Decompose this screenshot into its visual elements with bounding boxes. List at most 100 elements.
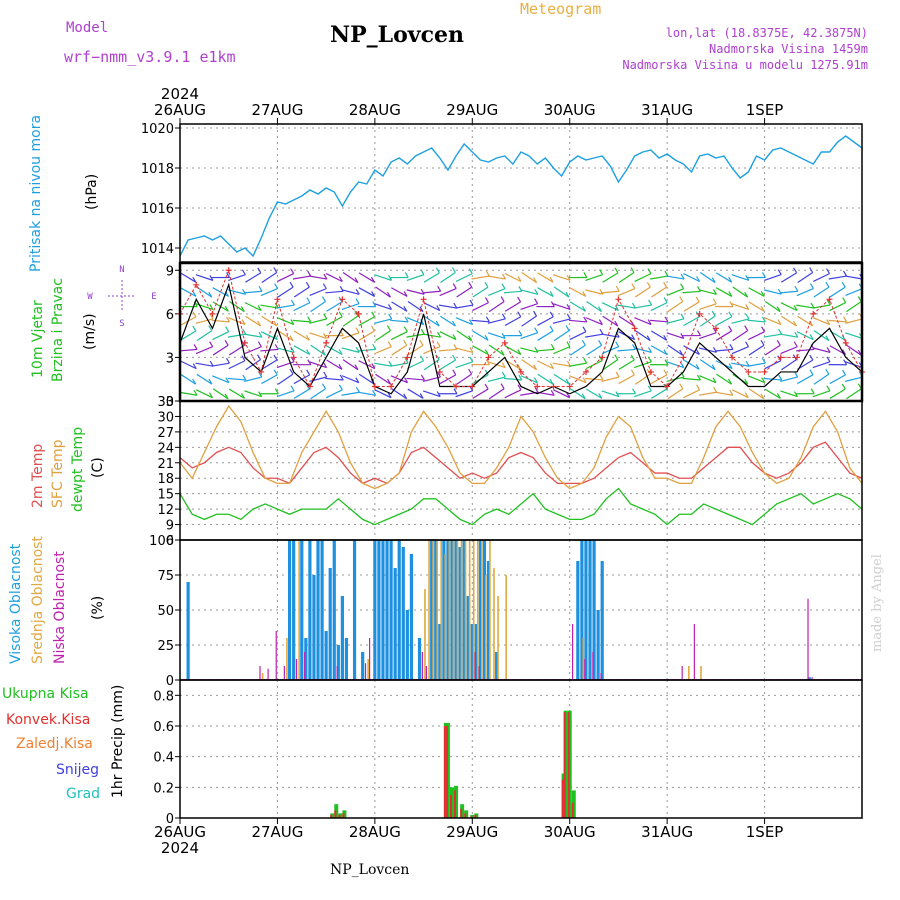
wind-barb-tick (403, 393, 408, 400)
wind-barb-tick (711, 277, 716, 283)
wind-barb (455, 317, 473, 326)
wind-barb (796, 288, 814, 297)
wind-barb (440, 271, 456, 284)
wind-barb-tick (193, 389, 198, 396)
compass-north: N (119, 265, 124, 275)
wind-barb-tick (745, 275, 750, 281)
wind-barb-tick (793, 341, 798, 348)
wind-barb-tick (598, 306, 603, 312)
wind-barb (261, 315, 278, 327)
wind-barb (471, 275, 490, 280)
wind-barb (780, 272, 797, 283)
wind-barb-tick (436, 305, 441, 311)
mid-cloud-bar (485, 575, 487, 680)
wind-barb-tick (517, 276, 522, 282)
wind-barb (471, 319, 490, 323)
wind-barb (293, 330, 310, 341)
wind-barb-tick (760, 291, 765, 297)
wind-barb-tick (485, 316, 490, 323)
wind-barb (764, 388, 781, 399)
wind-barb-tick (468, 335, 473, 341)
high-cloud-bar (344, 638, 349, 680)
wind-barb (472, 302, 489, 312)
wind-barb (601, 376, 620, 383)
wind-barb (180, 272, 197, 283)
wind-barb-tick (598, 339, 603, 346)
wind-barb (375, 373, 391, 385)
wind-barb (244, 302, 262, 312)
low-cloud-bar (267, 668, 269, 680)
wind-barb-tick (825, 368, 830, 375)
y-tick-label: 25 (157, 639, 174, 654)
wind-barb-tick (290, 347, 295, 353)
wind-barb-tick (549, 325, 554, 332)
wind-barb-tick (436, 341, 441, 348)
wind-barb (569, 331, 587, 341)
wind-barb-tick (533, 310, 538, 317)
wind-gust-point (485, 354, 492, 361)
high-cloud-bar (340, 596, 344, 680)
y-tick-label: 0.8 (153, 689, 174, 704)
wind-barb-tick (826, 347, 831, 353)
wind-barb (212, 388, 229, 400)
high-cloud-bar (434, 540, 438, 680)
wind-barb (781, 315, 797, 327)
wind-barb (586, 388, 603, 399)
wind-barb (472, 330, 489, 341)
wind-barb-tick (809, 334, 814, 340)
wind-barb-tick (809, 354, 814, 361)
wind-gust-point (534, 383, 541, 390)
wind-barb-tick (647, 347, 653, 353)
wind-barb (618, 374, 635, 385)
wind-barb-tick (566, 313, 571, 320)
wind-barb-tick (192, 363, 197, 369)
x-tick-label-top: 1SEP (746, 101, 784, 119)
high-cloud-bar (466, 596, 470, 680)
temp2m-label: 2m Temp (30, 443, 46, 508)
wind-barb (375, 330, 391, 342)
x-tick-label-bottom: 28AUG (349, 823, 401, 841)
wind-barb-tick (518, 330, 523, 336)
wind-barb-tick (323, 362, 328, 368)
wind-barb-tick (566, 275, 571, 281)
mid-cloud-bar (700, 666, 702, 680)
wind-barb (244, 390, 262, 398)
wind-barb-tick (208, 392, 213, 398)
wind-barb-tick (615, 391, 620, 397)
high-cloud-bar (288, 540, 292, 680)
wind-barb (553, 286, 570, 298)
wind-barb (309, 376, 327, 383)
mid-cloud-bar (468, 540, 471, 680)
wind-barb-tick (306, 369, 311, 376)
wind-barb (780, 302, 798, 312)
wind-barb (683, 301, 700, 312)
wind-barb (341, 289, 360, 295)
wind-barb-tick (680, 362, 685, 368)
wind-barb (779, 290, 798, 294)
y-tick-label: 24 (157, 441, 174, 456)
wind-barb (341, 391, 360, 396)
wind-barb (309, 318, 327, 324)
wind-barb (422, 290, 441, 294)
y-tick-label: 12 (157, 503, 174, 518)
wind-barb (390, 362, 409, 367)
wind-barb (179, 287, 197, 297)
wind-barb (277, 286, 294, 298)
wind-barb-tick (842, 297, 847, 303)
wind-barb-tick (386, 291, 391, 298)
wind-barb-tick (598, 393, 603, 399)
wind-barb (211, 319, 230, 323)
wind-barb (651, 330, 668, 341)
high-cloud-bar (352, 540, 357, 680)
wind-barb (520, 289, 538, 295)
wind-barb-tick (469, 356, 474, 363)
wind-barb-tick (307, 359, 312, 366)
wind-barb-tick (468, 319, 474, 325)
wind-barb (276, 317, 295, 326)
wind-barb-tick (468, 281, 473, 288)
wind-barb-tick (680, 273, 685, 280)
conv-precip-bar (342, 813, 345, 818)
wind-barb (521, 271, 537, 284)
wind-barb-tick (451, 320, 456, 327)
wind-barb-tick (663, 349, 668, 355)
